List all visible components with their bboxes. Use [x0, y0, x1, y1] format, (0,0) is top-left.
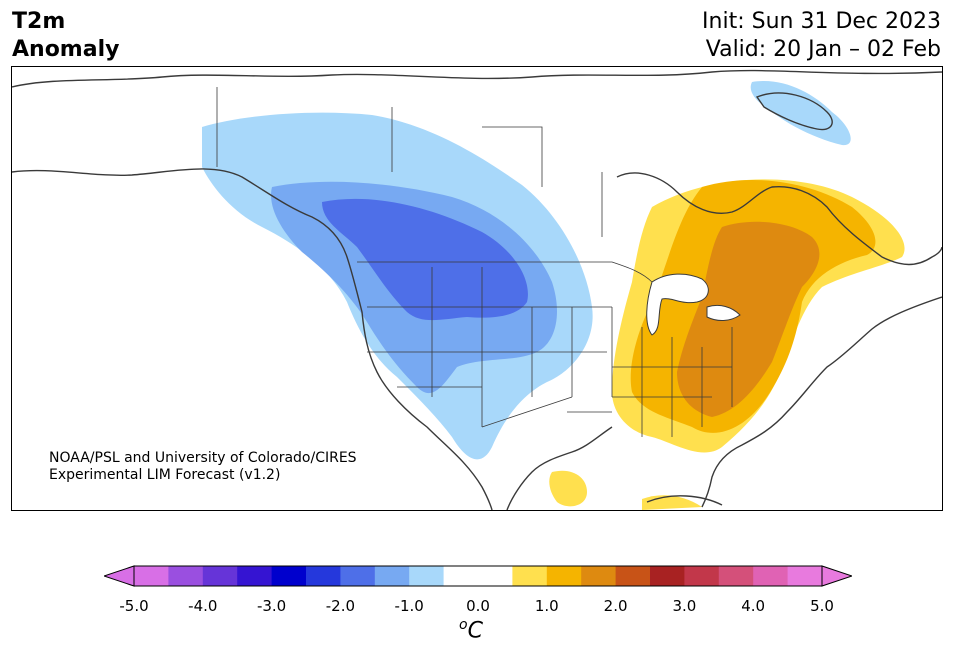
colorbar	[102, 563, 854, 593]
colorbar-tick-label: -4.0	[188, 597, 218, 615]
colorbar-segment	[581, 566, 617, 586]
anomaly-map-svg	[12, 69, 942, 510]
init-date: Init: Sun 31 Dec 2023	[702, 9, 941, 34]
colorbar-segment	[271, 566, 307, 586]
credit-line-2: Experimental LIM Forecast (v1.2)	[49, 467, 281, 483]
colorbar-tick-label: 5.0	[810, 597, 834, 615]
unit-base: C	[467, 618, 483, 644]
colorbar-segment	[718, 566, 754, 586]
colorbar-segment	[787, 566, 823, 586]
credit-line-1: NOAA/PSL and University of Colorado/CIRE…	[49, 450, 357, 466]
coastlines	[12, 69, 942, 510]
anomaly-map	[11, 66, 943, 511]
colorbar-tick-label: 0.0	[466, 597, 490, 615]
colorbar-segment	[237, 566, 273, 586]
colorbar-segment	[340, 566, 376, 586]
colorbar-segment	[512, 566, 548, 586]
colorbar-segment	[134, 566, 169, 586]
borders	[216, 87, 733, 437]
map-title: T2m Anomaly	[12, 8, 119, 64]
warm-anomaly-orange	[677, 221, 820, 417]
cold-anomaly-light-ne	[750, 81, 851, 146]
warm-anomaly-cuba	[642, 495, 702, 510]
colorbar-extend-high	[821, 565, 854, 587]
colorbar-tick-label: 1.0	[534, 597, 559, 615]
colorbar-segment	[168, 566, 204, 586]
colorbar-extend-low	[102, 565, 135, 587]
valid-range: Valid: 20 Jan – 02 Feb	[705, 37, 941, 62]
colorbar-outline	[133, 565, 823, 587]
colorbar-segment	[409, 566, 445, 586]
forecast-dates: Init: Sun 31 Dec 2023 Valid: 20 Jan – 02…	[702, 8, 941, 64]
colorbar-tick-label: -2.0	[325, 597, 356, 615]
colorbar-segment	[374, 566, 410, 586]
great-lakes	[646, 273, 741, 336]
credit-text: NOAA/PSL and University of Colorado/CIRE…	[49, 450, 357, 484]
colorbar-segment	[684, 566, 720, 586]
colorbar-segment	[650, 566, 685, 586]
colorbar-segment	[478, 566, 513, 586]
colorbar-segment	[443, 566, 479, 586]
title-line-2: Anomaly	[12, 37, 120, 62]
colorbar-segment	[615, 566, 651, 586]
colorbar-segment	[546, 566, 582, 586]
cold-anomaly-dark	[322, 198, 528, 321]
colorbar-segment	[753, 566, 789, 586]
colorbar-tick-label: -5.0	[119, 597, 149, 615]
colorbar-unit: oC	[459, 617, 483, 643]
unit-superscript: o	[459, 617, 468, 633]
title-line-1: T2m	[12, 9, 66, 34]
colorbar-tick-label: 3.0	[672, 597, 697, 615]
colorbar-segment	[306, 566, 341, 586]
colorbar-tick-label: -3.0	[256, 597, 287, 615]
colorbar-tick-label: 4.0	[741, 597, 766, 615]
colorbar-tick-label: -1.0	[394, 597, 424, 615]
colorbar-svg	[102, 565, 854, 587]
colorbar-tick-label: 2.0	[603, 597, 628, 615]
colorbar-segment	[202, 566, 238, 586]
warm-anomaly-gulf	[549, 470, 587, 507]
